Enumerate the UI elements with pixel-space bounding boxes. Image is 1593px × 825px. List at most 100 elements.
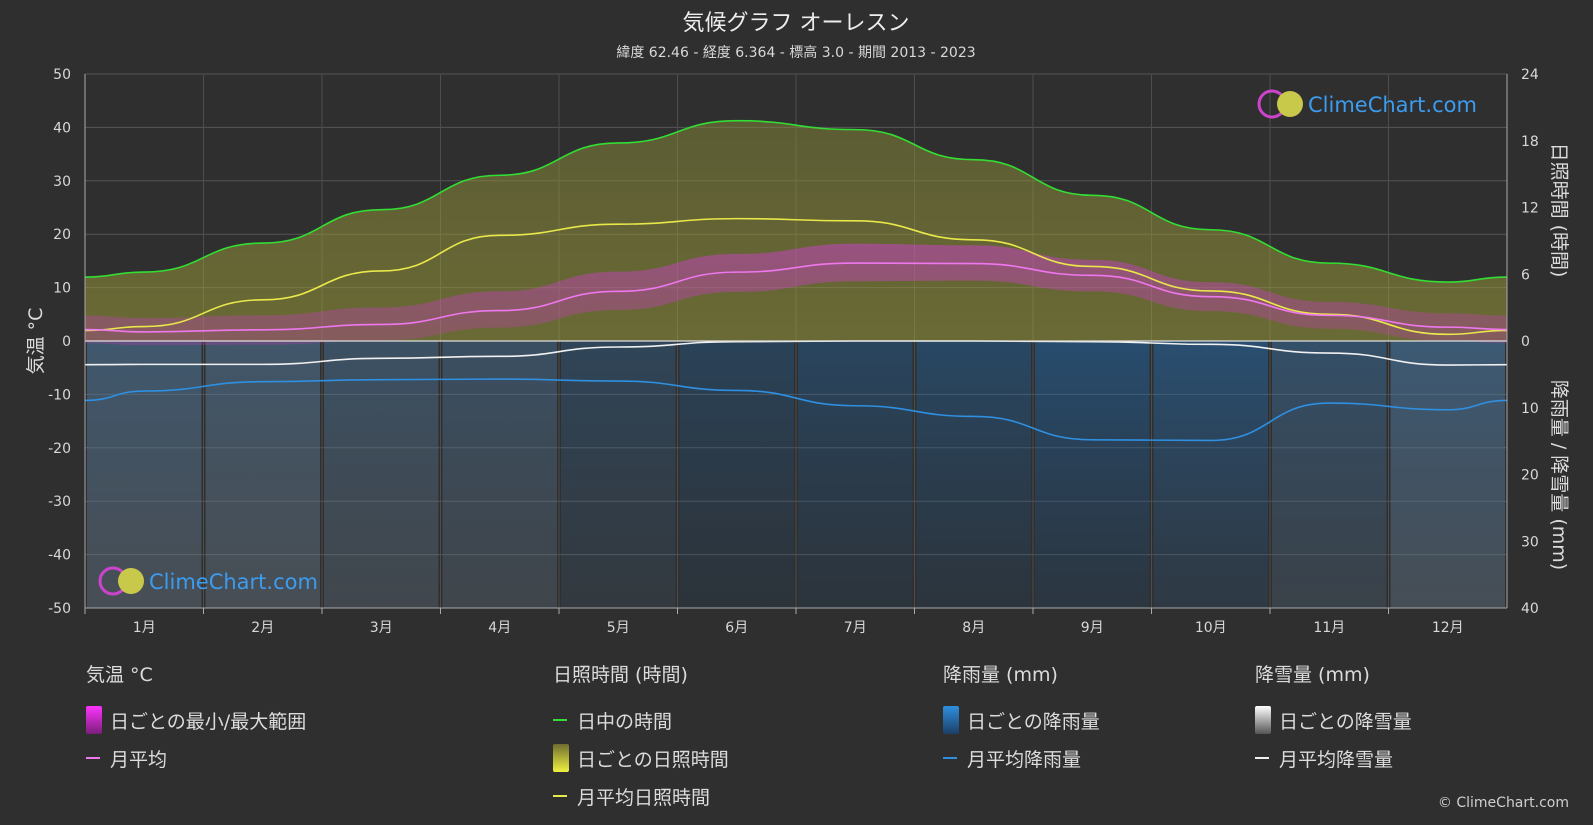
- rain-bar: [1272, 341, 1387, 608]
- right-bottom-tick-label: 20: [1521, 468, 1539, 484]
- left-tick-label: 20: [53, 227, 71, 243]
- legend-rain-daily: 日ごとの降雨量: [943, 701, 1100, 739]
- legend-temp-avg-label: 月平均: [110, 748, 168, 771]
- legend-temp-range-label: 日ごとの最小/最大範囲: [110, 710, 307, 733]
- right-top-tick-label: 12: [1521, 201, 1539, 217]
- left-tick-label: -50: [48, 601, 71, 617]
- sun-daily-swatch: [553, 744, 569, 772]
- x-tick-label: 10月: [1195, 620, 1227, 636]
- series-lines: [84, 119, 1508, 442]
- left-tick-label: 40: [53, 120, 71, 136]
- x-tick-label: 7月: [844, 620, 867, 636]
- x-tick-label: 5月: [607, 620, 630, 636]
- right-top-tick-label: 18: [1521, 134, 1539, 150]
- x-tick-label: 12月: [1432, 620, 1464, 636]
- right-bottom-tick-label: 30: [1521, 534, 1539, 550]
- right-bottom-tick-label: 10: [1521, 401, 1539, 417]
- right-axis-top-label: 日照時間 (時間): [1548, 143, 1570, 278]
- rain-bar: [205, 341, 320, 608]
- rain-bar: [1153, 341, 1268, 608]
- rain-bar: [87, 341, 202, 608]
- axes: 50 40 30 20 10 0 -10 -20 -30 -40 -50 24 18 12 6 0 10 20 30…: [48, 67, 1539, 636]
- legend-snow-avg-label: 月平均降雪量: [1279, 748, 1394, 771]
- x-tick-label: 8月: [962, 620, 985, 636]
- rain-avg-swatch: [943, 757, 957, 759]
- legend-temp-range: 日ごとの最小/最大範囲: [86, 701, 306, 739]
- x-tick-label: 9月: [1081, 620, 1104, 636]
- rain-bar: [1035, 341, 1150, 608]
- daylight-swatch: [553, 719, 567, 721]
- snow-avg-swatch: [1255, 757, 1269, 759]
- left-tick-label: 0: [62, 334, 71, 350]
- right-axis-bottom-label: 降雨量 / 降雪量 (mm): [1548, 380, 1570, 570]
- right-top-tick-label: 0: [1521, 334, 1530, 350]
- legend-sun-daily: 日ごとの日照時間: [553, 739, 729, 777]
- right-top-tick-label: 6: [1521, 267, 1530, 283]
- right-bottom-tick-label: 40: [1521, 601, 1539, 617]
- rain-bar: [324, 341, 439, 608]
- daylight-line: [84, 119, 1508, 283]
- rain-bar: [916, 341, 1031, 608]
- legend-rain-avg: 月平均降雨量: [943, 739, 1100, 777]
- legend-snow-daily-label: 日ごとの降雪量: [1279, 710, 1412, 733]
- rain-avg-line: [84, 378, 1508, 442]
- right-top-tick-label: 24: [1521, 67, 1539, 83]
- legend-rain-title: 降雨量 (mm): [943, 664, 1058, 686]
- rain-bar: [561, 341, 676, 608]
- logo-sun-icon-bottom: [118, 568, 144, 594]
- x-tick-label: 3月: [370, 620, 393, 636]
- legend-sun-avg-label: 月平均日照時間: [577, 786, 711, 809]
- left-tick-label: 50: [53, 67, 71, 83]
- legend-temperature: 気温 °C 日ごとの最小/最大範囲 月平均: [86, 660, 306, 777]
- sun-avg-swatch: [553, 795, 567, 797]
- x-tick-label: 1月: [133, 620, 156, 636]
- left-tick-label: 30: [53, 174, 71, 190]
- legend-snow-title: 降雪量 (mm): [1255, 664, 1370, 686]
- rain-bar: [798, 341, 913, 608]
- legend-snow-avg: 月平均降雪量: [1255, 739, 1412, 777]
- chart-subtitle: 緯度 62.46 - 経度 6.364 - 標高 3.0 - 期間 2013 -…: [616, 44, 975, 61]
- rain-daily-swatch: [943, 706, 959, 734]
- snow-daily-swatch: [1255, 706, 1271, 734]
- legend-temperature-title: 気温 °C: [86, 664, 153, 686]
- legend-rain-daily-label: 日ごとの降雨量: [967, 710, 1100, 733]
- logo-sun-icon: [1277, 91, 1303, 117]
- left-tick-label: -30: [48, 494, 71, 510]
- x-tick-label: 11月: [1313, 620, 1345, 636]
- temp-avg-line: [84, 262, 1508, 333]
- watermark-text-top: ClimeChart.com: [1308, 93, 1477, 117]
- legend-daylight: 日中の時間: [553, 701, 729, 739]
- legend-sunshine: 日照時間 (時間) 日中の時間 日ごとの日照時間 月平均日照時間: [553, 660, 729, 815]
- rain-bar: [679, 341, 794, 608]
- legend-sun-avg: 月平均日照時間: [553, 777, 729, 815]
- temp-avg-swatch: [86, 757, 100, 759]
- legend-rain-avg-label: 月平均降雨量: [967, 748, 1082, 771]
- legend-snow: 降雪量 (mm) 日ごとの降雪量 月平均降雪量: [1255, 660, 1412, 777]
- x-tick-label: 2月: [251, 620, 274, 636]
- x-tick-label: 6月: [725, 620, 748, 636]
- left-tick-label: 10: [53, 281, 71, 297]
- temperature-range-band: [85, 243, 1507, 346]
- legend-rain: 降雨量 (mm) 日ごとの降雨量 月平均降雨量: [943, 660, 1100, 777]
- left-tick-label: -40: [48, 548, 71, 564]
- rain-bar: [442, 341, 557, 608]
- legend-sunshine-title: 日照時間 (時間): [553, 664, 688, 686]
- watermark-bottom: ClimeChart.com: [98, 566, 318, 596]
- legend-sun-daily-label: 日ごとの日照時間: [577, 748, 729, 771]
- chart-title: 気候グラフ オーレスン: [683, 11, 910, 36]
- sunshine-avg-line: [84, 217, 1508, 336]
- rain-bars: [87, 341, 1505, 608]
- left-axis-label: 気温 °C: [25, 308, 47, 375]
- temperature-range-area: [85, 243, 1507, 346]
- rain-bar: [1390, 341, 1505, 608]
- legend-daylight-label: 日中の時間: [577, 710, 673, 733]
- left-tick-label: -20: [48, 441, 71, 457]
- legend-snow-daily: 日ごとの降雪量: [1255, 701, 1412, 739]
- copyright: © ClimeChart.com: [1437, 795, 1569, 811]
- legend-temp-avg: 月平均: [86, 739, 306, 777]
- watermark-top: ClimeChart.com: [1257, 89, 1477, 119]
- watermark-text-bottom: ClimeChart.com: [149, 570, 318, 594]
- x-tick-label: 4月: [488, 620, 511, 636]
- left-tick-label: -10: [48, 387, 71, 403]
